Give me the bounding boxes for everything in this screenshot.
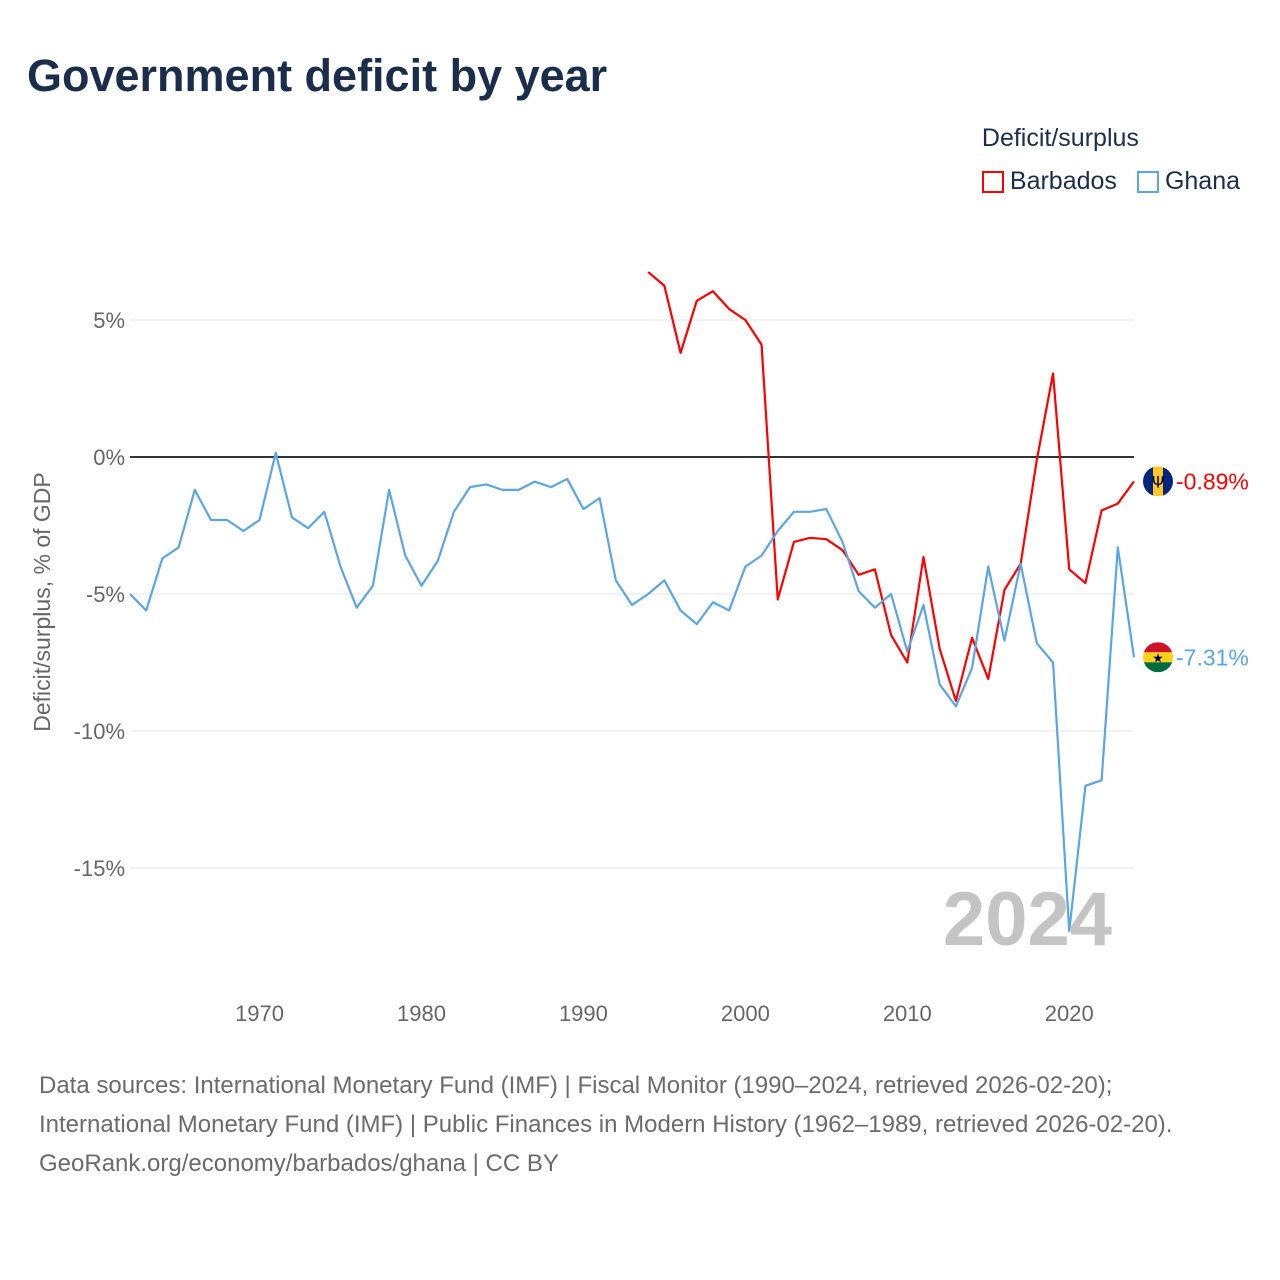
flag-stripe [1143, 662, 1173, 673]
legend-label: Barbados [1009, 167, 1117, 195]
credit-link[interactable]: GeoRank.org/economy/barbados/ghana | CC … [39, 1150, 559, 1177]
line-chart: 2024 5% 0% -5% -10% -15% 1970 1980 1990 2000 2010 2… [29, 271, 1249, 1026]
legend-label: Ghana [1164, 167, 1240, 195]
flag-body: Ψ [1143, 466, 1173, 497]
x-tick-label: 2010 [883, 1001, 932, 1026]
x-tick-label: 1980 [397, 1001, 446, 1026]
legend-swatch-barbados [981, 170, 1004, 193]
y-tick-label: -10% [74, 719, 125, 744]
legend-swatch-ghana [1136, 170, 1159, 193]
end-value-label: -7.31% [1176, 644, 1249, 670]
y-axis-label: Deficit/surplus, % of GDP [29, 472, 55, 731]
flag-barbados-icon: Ψ [1143, 466, 1173, 497]
chart-title: Government deficit by year [27, 50, 608, 101]
series-line-barbados [647, 271, 1135, 702]
footer: Data sources: International Monetary Fun… [39, 1066, 1239, 1183]
y-tick-label: -5% [86, 582, 125, 607]
year-watermark: 2024 [943, 877, 1112, 962]
data-sources: Data sources: International Monetary Fun… [39, 1072, 1173, 1138]
flag-stripe [1143, 642, 1173, 653]
legend-item-barbados[interactable]: Barbados [981, 167, 1117, 196]
legend: Deficit/surplus Barbados Ghana [981, 124, 1240, 196]
series-line-ghana [129, 451, 1136, 933]
flag-body: ★ [1143, 642, 1173, 673]
flag-stripe [1143, 466, 1153, 497]
flag-stripe [1143, 652, 1173, 663]
end-value-label: -0.89% [1176, 468, 1249, 494]
y-tick-label: 5% [93, 308, 125, 333]
trident-icon: Ψ [1152, 472, 1165, 491]
flag-ghana-icon: ★ [1143, 642, 1173, 673]
flag-stripe [1153, 466, 1163, 497]
x-tick-label: 1970 [235, 1001, 284, 1026]
y-tick-label: 0% [93, 445, 125, 470]
x-tick-label: 2020 [1045, 1001, 1094, 1026]
legend-item-ghana[interactable]: Ghana [1136, 167, 1240, 196]
legend-title: Deficit/surplus [981, 124, 1139, 152]
flag-stripe [1163, 466, 1173, 497]
star-icon: ★ [1152, 651, 1164, 666]
y-tick-label: -15% [74, 856, 125, 881]
x-tick-label: 1990 [559, 1001, 608, 1026]
x-tick-label: 2000 [721, 1001, 770, 1026]
